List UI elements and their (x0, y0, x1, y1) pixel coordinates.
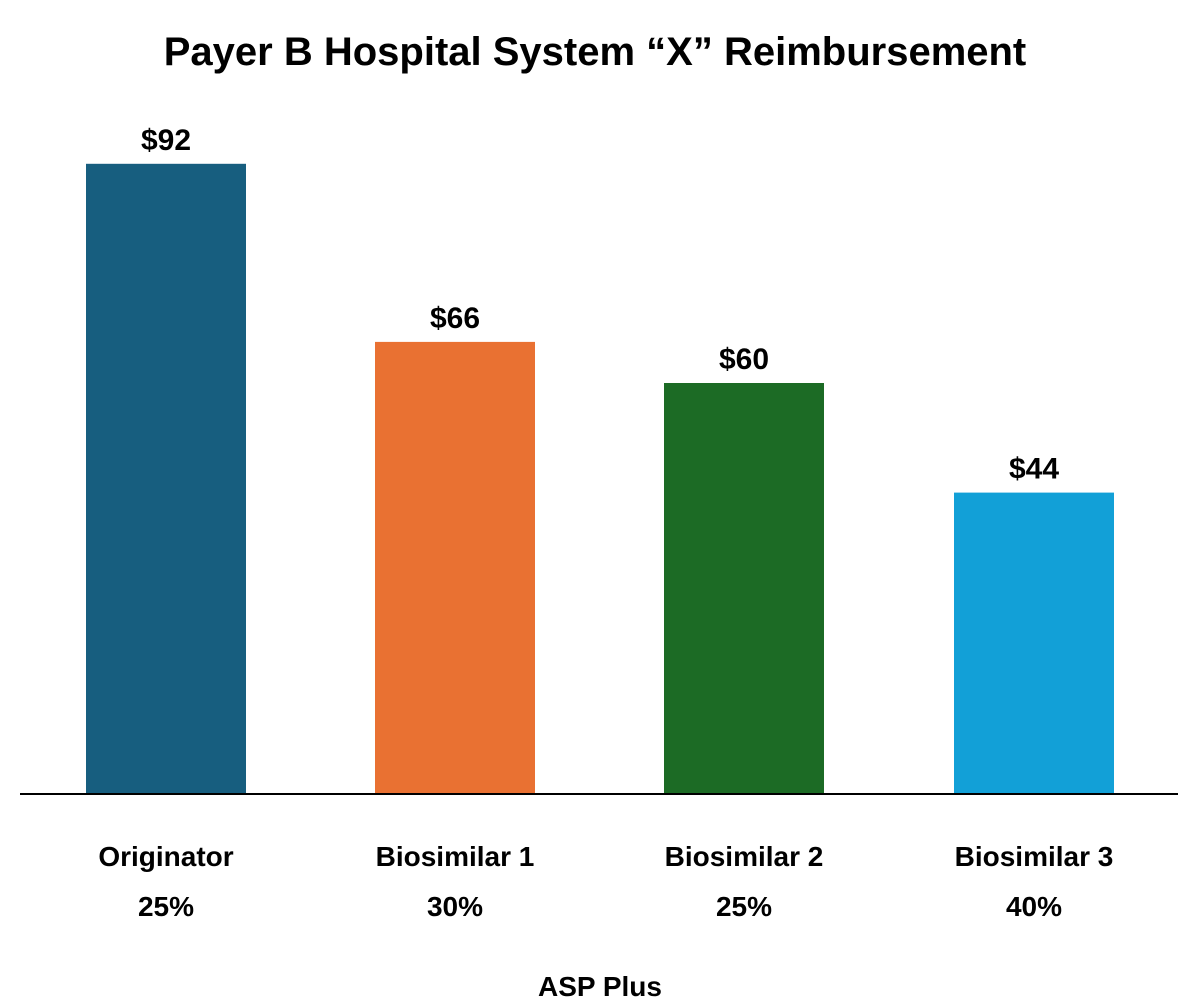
data-labels-group: $92 $66 $60 $44 (141, 124, 1059, 486)
bar-3 (664, 383, 824, 794)
category-label: Biosimilar 2 (665, 841, 824, 872)
bar-value-label: $92 (141, 124, 191, 157)
category-label: Biosimilar 1 (376, 841, 535, 872)
category-label: Originator (98, 841, 233, 872)
bar-2 (375, 341, 535, 794)
category-labels-group: Originator 25% Biosimilar 1 30% Biosimilar 2… (98, 841, 1113, 922)
bar-value-label: $66 (430, 302, 480, 335)
category-sublabel: 25% (716, 891, 772, 922)
category-sublabel: 30% (427, 891, 483, 922)
x-axis-title: ASP Plus (538, 971, 662, 1000)
bar-value-label: $44 (1009, 453, 1059, 486)
bar-1 (86, 163, 246, 795)
bars-group (86, 163, 1114, 795)
category-sublabel: 25% (138, 891, 194, 922)
category-label: Biosimilar 3 (955, 841, 1114, 872)
chart-title: Payer B Hospital System “X” Reimbursemen… (164, 30, 1027, 74)
category-sublabel: 40% (1006, 891, 1062, 922)
bar-4 (954, 492, 1114, 794)
bar-value-label: $60 (719, 343, 769, 376)
